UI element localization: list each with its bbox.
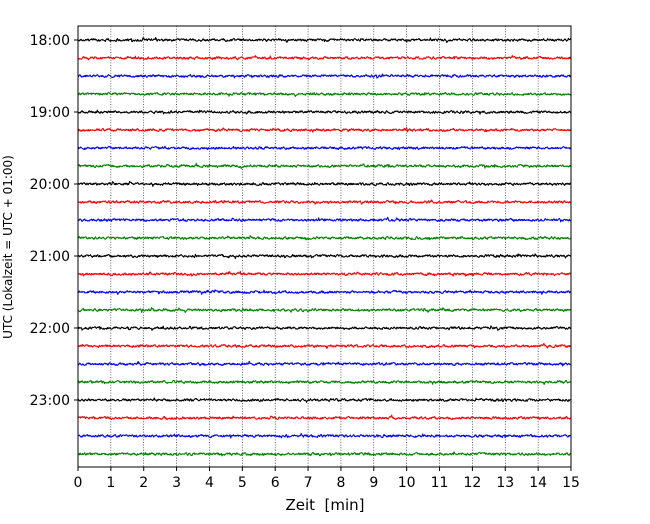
seismogram-trace	[77, 325, 572, 332]
x-tick-label: 7	[304, 475, 313, 491]
seismogram-trace	[77, 73, 572, 79]
seismogram-trace	[77, 270, 572, 277]
x-tick-label: 6	[271, 475, 280, 491]
seismogram-trace	[77, 109, 572, 115]
y-tick-label: 19:00	[30, 105, 70, 121]
seismogram-trace	[77, 343, 572, 349]
x-tick-label: 3	[172, 475, 181, 491]
x-axis-label: Zeit [min]	[285, 496, 364, 514]
seismogram-trace	[77, 199, 572, 205]
y-tick-label: 20:00	[30, 177, 70, 193]
seismogram-trace	[77, 289, 572, 295]
seismogram-trace	[77, 307, 572, 313]
x-tick-label: 5	[238, 475, 247, 491]
grid-layer	[110, 26, 539, 467]
x-tick-label: 14	[529, 475, 547, 491]
seismogram-trace	[77, 360, 572, 367]
y-axis-ticks: 18:00 19:00 20:00 21:00 22:00 23:00	[30, 33, 78, 409]
x-tick-label: 12	[463, 475, 481, 491]
seismogram-trace	[77, 253, 572, 260]
x-tick-label: 4	[205, 475, 214, 491]
x-tick-label: 13	[496, 475, 514, 491]
seismogram-trace	[77, 91, 572, 97]
seismogram-trace	[77, 216, 572, 223]
seismogram-trace	[77, 162, 572, 170]
y-tick-label: 21:00	[30, 249, 70, 265]
x-tick-label: 15	[562, 475, 580, 491]
y-tick-label: 23:00	[30, 393, 70, 409]
seismogram-trace	[77, 397, 572, 403]
x-tick-label: 10	[398, 475, 416, 491]
seismogram-trace	[77, 451, 572, 457]
seismogram-trace	[77, 180, 572, 187]
seismogram-trace	[77, 235, 572, 241]
y-tick-label: 18:00	[30, 33, 70, 49]
seismogram-trace	[77, 37, 572, 44]
x-tick-label: 9	[369, 475, 378, 491]
seismogram-trace	[77, 145, 572, 151]
seismogram-trace	[77, 432, 572, 439]
y-axis-label: UTC (Lokalzeit = UTC + 01:00)	[1, 155, 15, 339]
x-tick-label: 8	[336, 475, 345, 491]
trace-layer	[77, 37, 572, 457]
y-tick-label: 22:00	[30, 321, 70, 337]
x-tick-label: 2	[139, 475, 148, 491]
seismogram-trace	[77, 414, 572, 421]
seismogram-trace	[77, 379, 572, 386]
x-tick-label: 11	[431, 475, 449, 491]
seismogram-trace	[77, 55, 572, 61]
x-tick-label: 0	[74, 475, 83, 491]
seismogram-trace	[77, 127, 572, 133]
x-tick-label: 1	[106, 475, 115, 491]
x-axis-ticks: 0 1 2 3 4 5 6 7 8 9 10 11 12 13 14 15	[74, 467, 580, 491]
plot-frame	[77, 25, 572, 468]
